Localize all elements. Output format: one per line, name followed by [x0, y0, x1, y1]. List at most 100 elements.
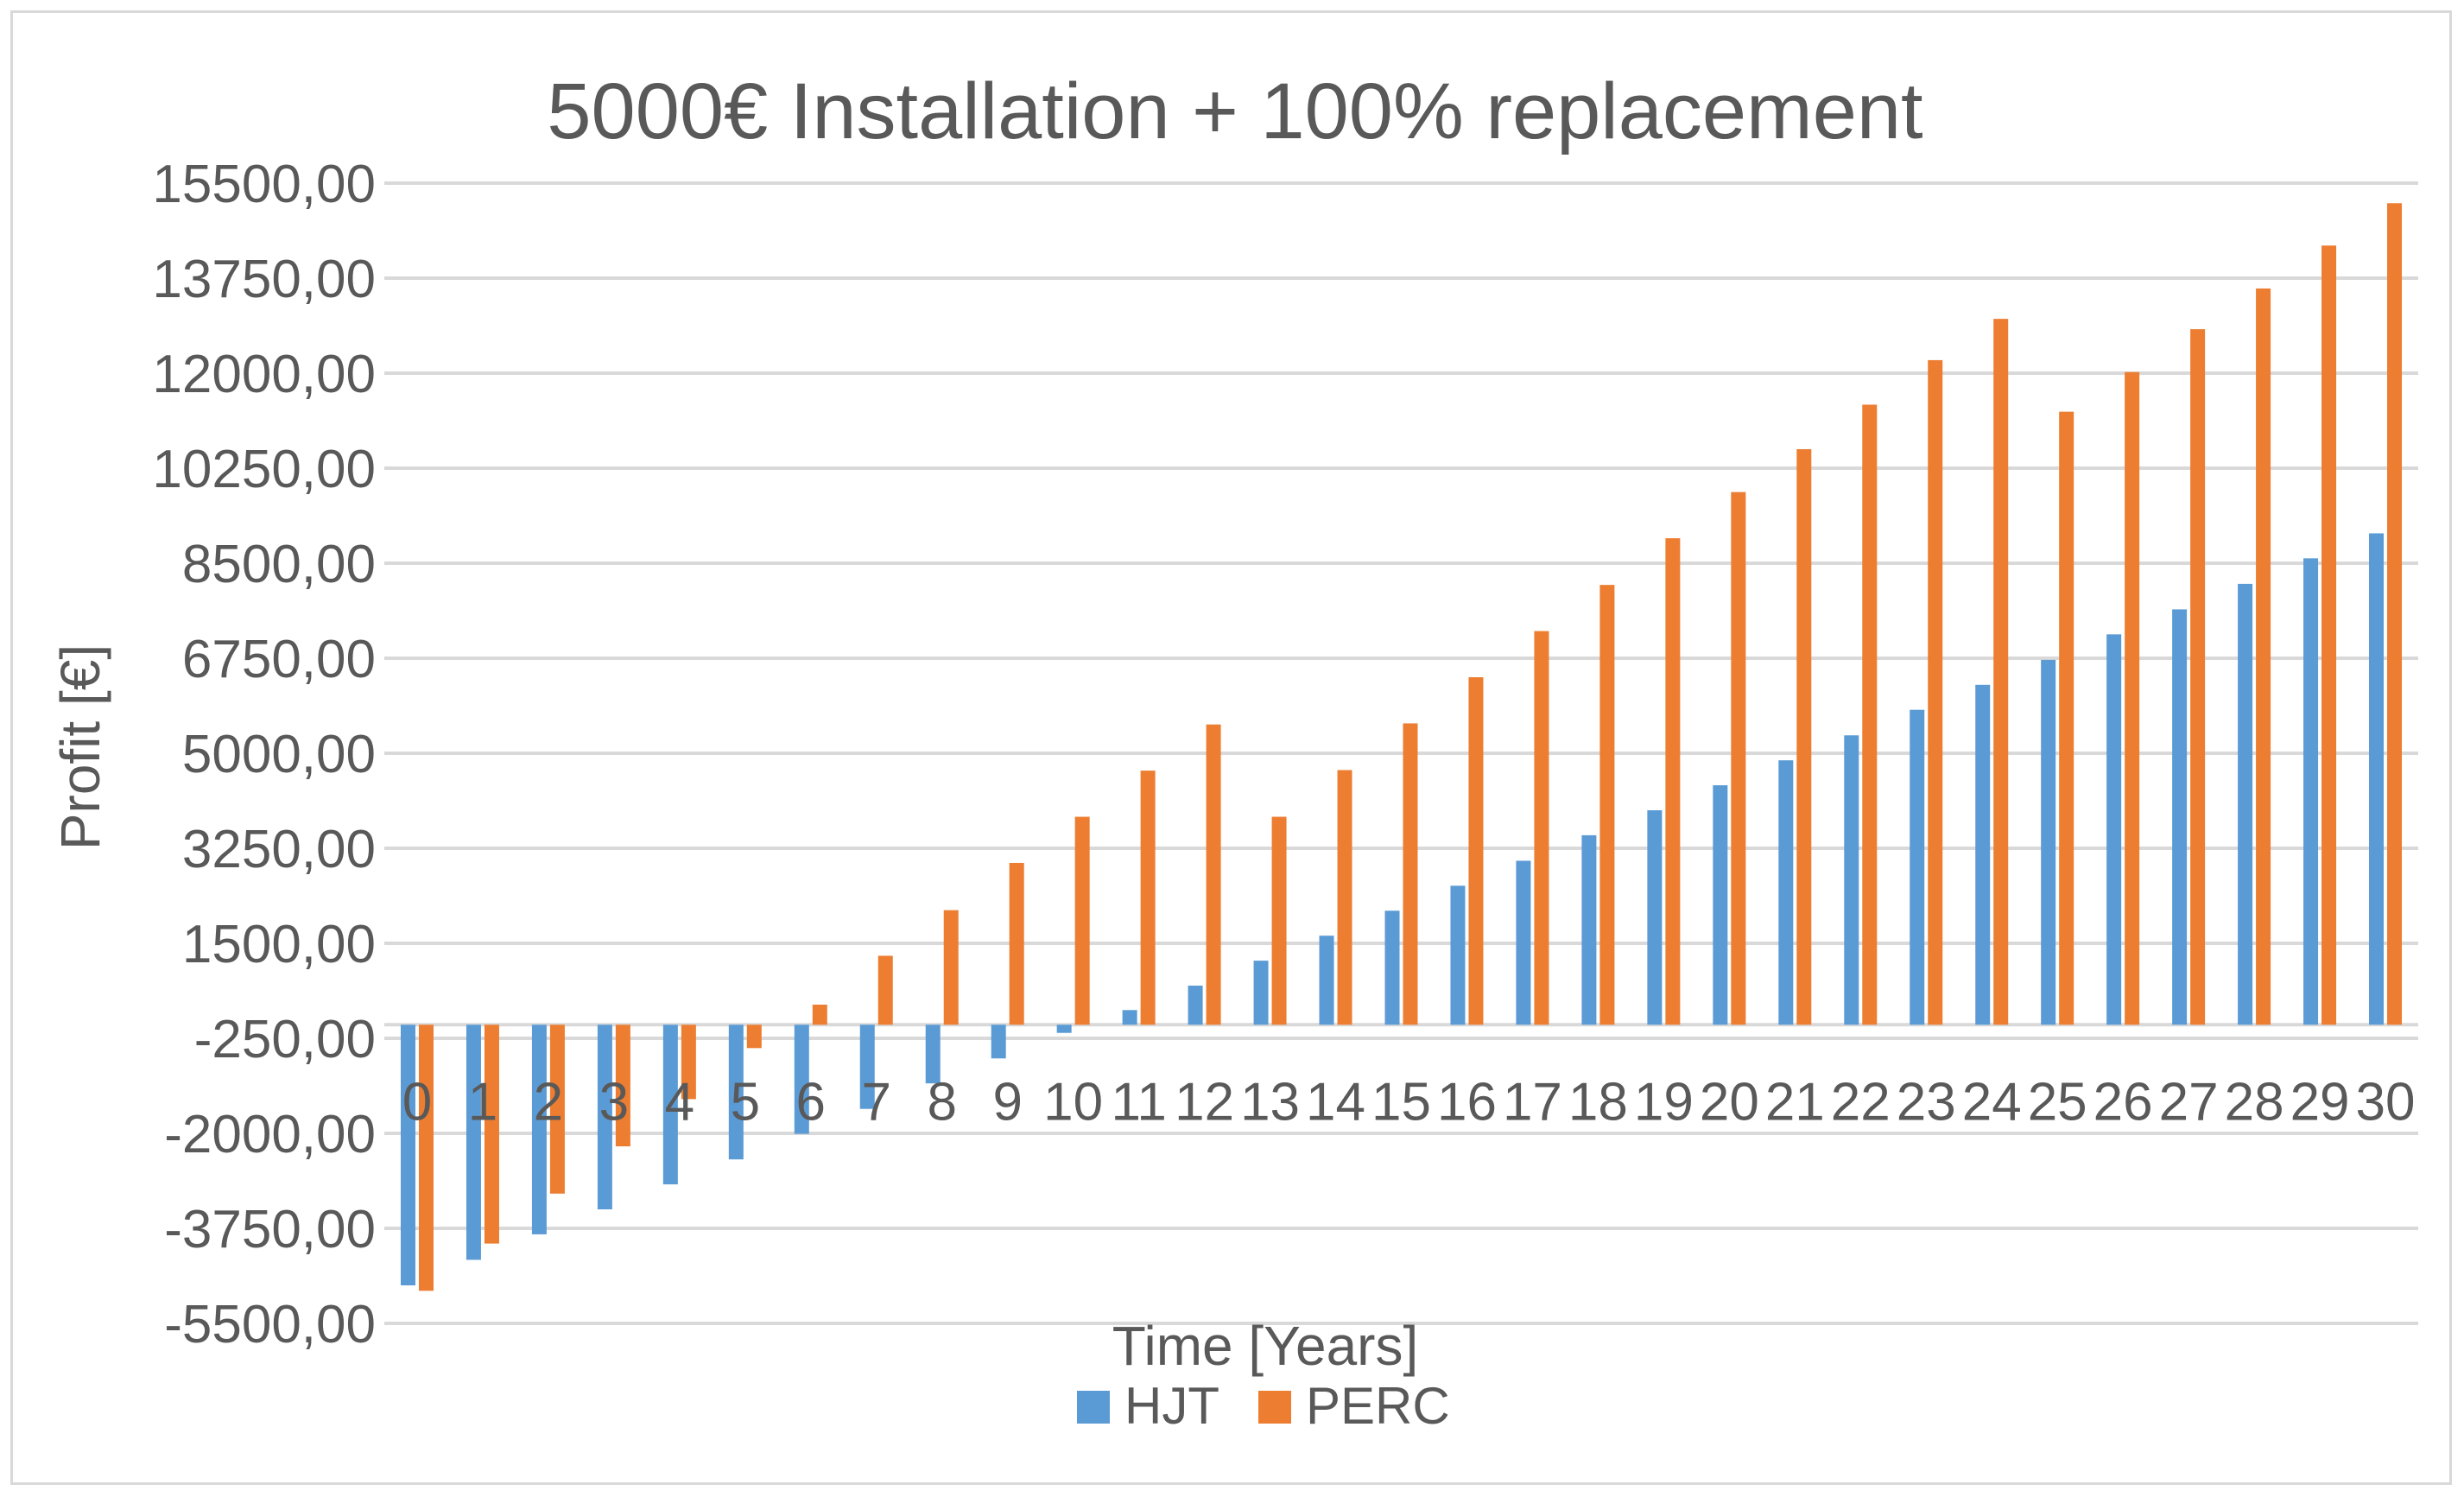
- x-tick-label: 24: [1962, 1072, 2022, 1132]
- x-tick-label: 13: [1240, 1072, 1300, 1132]
- bar-hjt-8: [925, 1024, 941, 1084]
- bar-perc-27: [2190, 329, 2206, 1025]
- bar-hjt-21: [1778, 760, 1794, 1025]
- x-tick-label: 4: [665, 1072, 694, 1132]
- bar-perc-23: [1928, 359, 1943, 1025]
- bar-perc-22: [1862, 404, 1878, 1025]
- y-tick-label: -2000,00: [164, 1105, 376, 1164]
- legend-swatch-perc: [1258, 1391, 1291, 1424]
- bar-hjt-5: [728, 1024, 744, 1160]
- bar-perc-21: [1796, 449, 1812, 1025]
- y-tick-label: -5500,00: [164, 1295, 376, 1354]
- y-tick-label: 5000,00: [182, 725, 376, 784]
- x-tick-label: 22: [1831, 1072, 1891, 1132]
- bar-perc-8: [943, 910, 959, 1025]
- bar-hjt-19: [1647, 810, 1663, 1025]
- x-tick-label: 17: [1503, 1072, 1562, 1132]
- x-tick-label: 14: [1306, 1072, 1365, 1132]
- bar-hjt-18: [1581, 834, 1597, 1025]
- y-axis-tick-labels: 15500,00 13750,00 12000,00 10250,00 8500,00 6…: [152, 155, 376, 1354]
- bar-perc-26: [2125, 371, 2140, 1025]
- bar-perc-0: [418, 1024, 434, 1291]
- bar-hjt-26: [2106, 634, 2122, 1025]
- x-tick-label: 30: [2356, 1072, 2416, 1132]
- x-tick-label: 26: [2093, 1072, 2153, 1132]
- y-tick-label: -250,00: [194, 1010, 376, 1069]
- bar-hjt-22: [1844, 735, 1859, 1025]
- bar-hjt-17: [1516, 860, 1531, 1025]
- bar-perc-18: [1599, 585, 1615, 1025]
- y-axis-label: Profit [€]: [49, 644, 111, 850]
- y-tick-label: 15500,00: [152, 155, 376, 214]
- bar-hjt-6: [794, 1024, 809, 1134]
- x-axis-tick-labels: 0 1 2 3 4 5 6 7 8 9 10 11 12 13 14 15 16 17 18 19 20 21 22 23 24…: [402, 1072, 2416, 1132]
- y-tick-label: 1500,00: [182, 915, 376, 974]
- bar-hjt-20: [1713, 785, 1728, 1025]
- bar-perc-9: [1009, 862, 1024, 1025]
- bar-hjt-7: [859, 1024, 875, 1109]
- x-tick-label: 25: [2028, 1072, 2087, 1132]
- bar-hjt-2: [531, 1024, 547, 1234]
- chart-canvas: 15500,00 13750,00 12000,00 10250,00 8500,00 6…: [49, 67, 2418, 1435]
- bar-hjt-29: [2303, 558, 2319, 1025]
- y-tick-label: 10250,00: [152, 440, 376, 499]
- x-tick-label: 16: [1437, 1072, 1497, 1132]
- legend: HJT PERC: [1077, 1377, 1450, 1435]
- x-tick-label: 5: [731, 1072, 760, 1132]
- bar-hjt-1: [466, 1024, 481, 1260]
- bar-hjt-16: [1450, 885, 1466, 1025]
- bar-perc-20: [1731, 492, 1746, 1025]
- x-tick-label: 8: [927, 1072, 956, 1132]
- bar-perc-4: [681, 1024, 696, 1100]
- bar-perc-1: [484, 1024, 499, 1244]
- x-tick-label: 1: [468, 1072, 497, 1132]
- x-tick-label: 10: [1043, 1072, 1103, 1132]
- x-tick-label: 3: [599, 1072, 629, 1132]
- bar-hjt-9: [991, 1024, 1006, 1059]
- bars: [400, 203, 2403, 1291]
- x-tick-label: 21: [1765, 1072, 1825, 1132]
- x-tick-label: 20: [1700, 1072, 1759, 1132]
- bar-hjt-30: [2369, 533, 2385, 1025]
- bar-perc-12: [1206, 724, 1221, 1025]
- bar-hjt-3: [597, 1024, 612, 1209]
- y-tick-label: 8500,00: [182, 535, 376, 594]
- bar-perc-29: [2321, 245, 2337, 1025]
- legend-swatch-hjt: [1077, 1391, 1110, 1424]
- bar-hjt-0: [400, 1024, 415, 1285]
- x-axis-label: Time [Years]: [1112, 1315, 1419, 1377]
- bar-hjt-28: [2238, 583, 2253, 1025]
- bar-perc-25: [2059, 411, 2074, 1025]
- y-tick-label: -3750,00: [164, 1200, 376, 1259]
- chart-title: 5000€ Installation + 100% replacement: [547, 67, 1922, 155]
- y-tick-label: 13750,00: [152, 250, 376, 309]
- x-tick-label: 12: [1175, 1072, 1234, 1132]
- bar-hjt-11: [1122, 1010, 1137, 1025]
- y-tick-label: 3250,00: [182, 820, 376, 879]
- bar-hjt-24: [1975, 684, 1991, 1025]
- x-tick-label: 11: [1111, 1072, 1166, 1132]
- x-tick-label: 15: [1371, 1072, 1431, 1132]
- bar-hjt-25: [2041, 659, 2056, 1025]
- bar-hjt-10: [1056, 1024, 1072, 1033]
- bar-hjt-23: [1910, 709, 1925, 1025]
- bar-hjt-4: [662, 1024, 678, 1185]
- bar-perc-13: [1271, 816, 1287, 1025]
- bar-perc-28: [2256, 288, 2271, 1025]
- x-tick-label: 28: [2225, 1072, 2284, 1132]
- x-tick-label: 6: [796, 1072, 826, 1132]
- gridlines: [384, 181, 2418, 1325]
- bar-hjt-15: [1384, 910, 1400, 1025]
- x-tick-label: 7: [862, 1072, 891, 1132]
- bar-perc-3: [615, 1024, 630, 1147]
- bar-perc-2: [549, 1024, 565, 1194]
- bar-perc-17: [1534, 631, 1549, 1025]
- x-tick-label: 18: [1568, 1072, 1628, 1132]
- chart-frame: 15500,00 13750,00 12000,00 10250,00 8500,00 6…: [10, 10, 2452, 1485]
- legend-label-perc: PERC: [1306, 1377, 1450, 1435]
- x-tick-label: 19: [1634, 1072, 1694, 1132]
- bar-hjt-27: [2172, 609, 2188, 1025]
- bar-perc-14: [1337, 770, 1352, 1025]
- bar-perc-30: [2387, 203, 2403, 1025]
- x-tick-label: 29: [2290, 1072, 2350, 1132]
